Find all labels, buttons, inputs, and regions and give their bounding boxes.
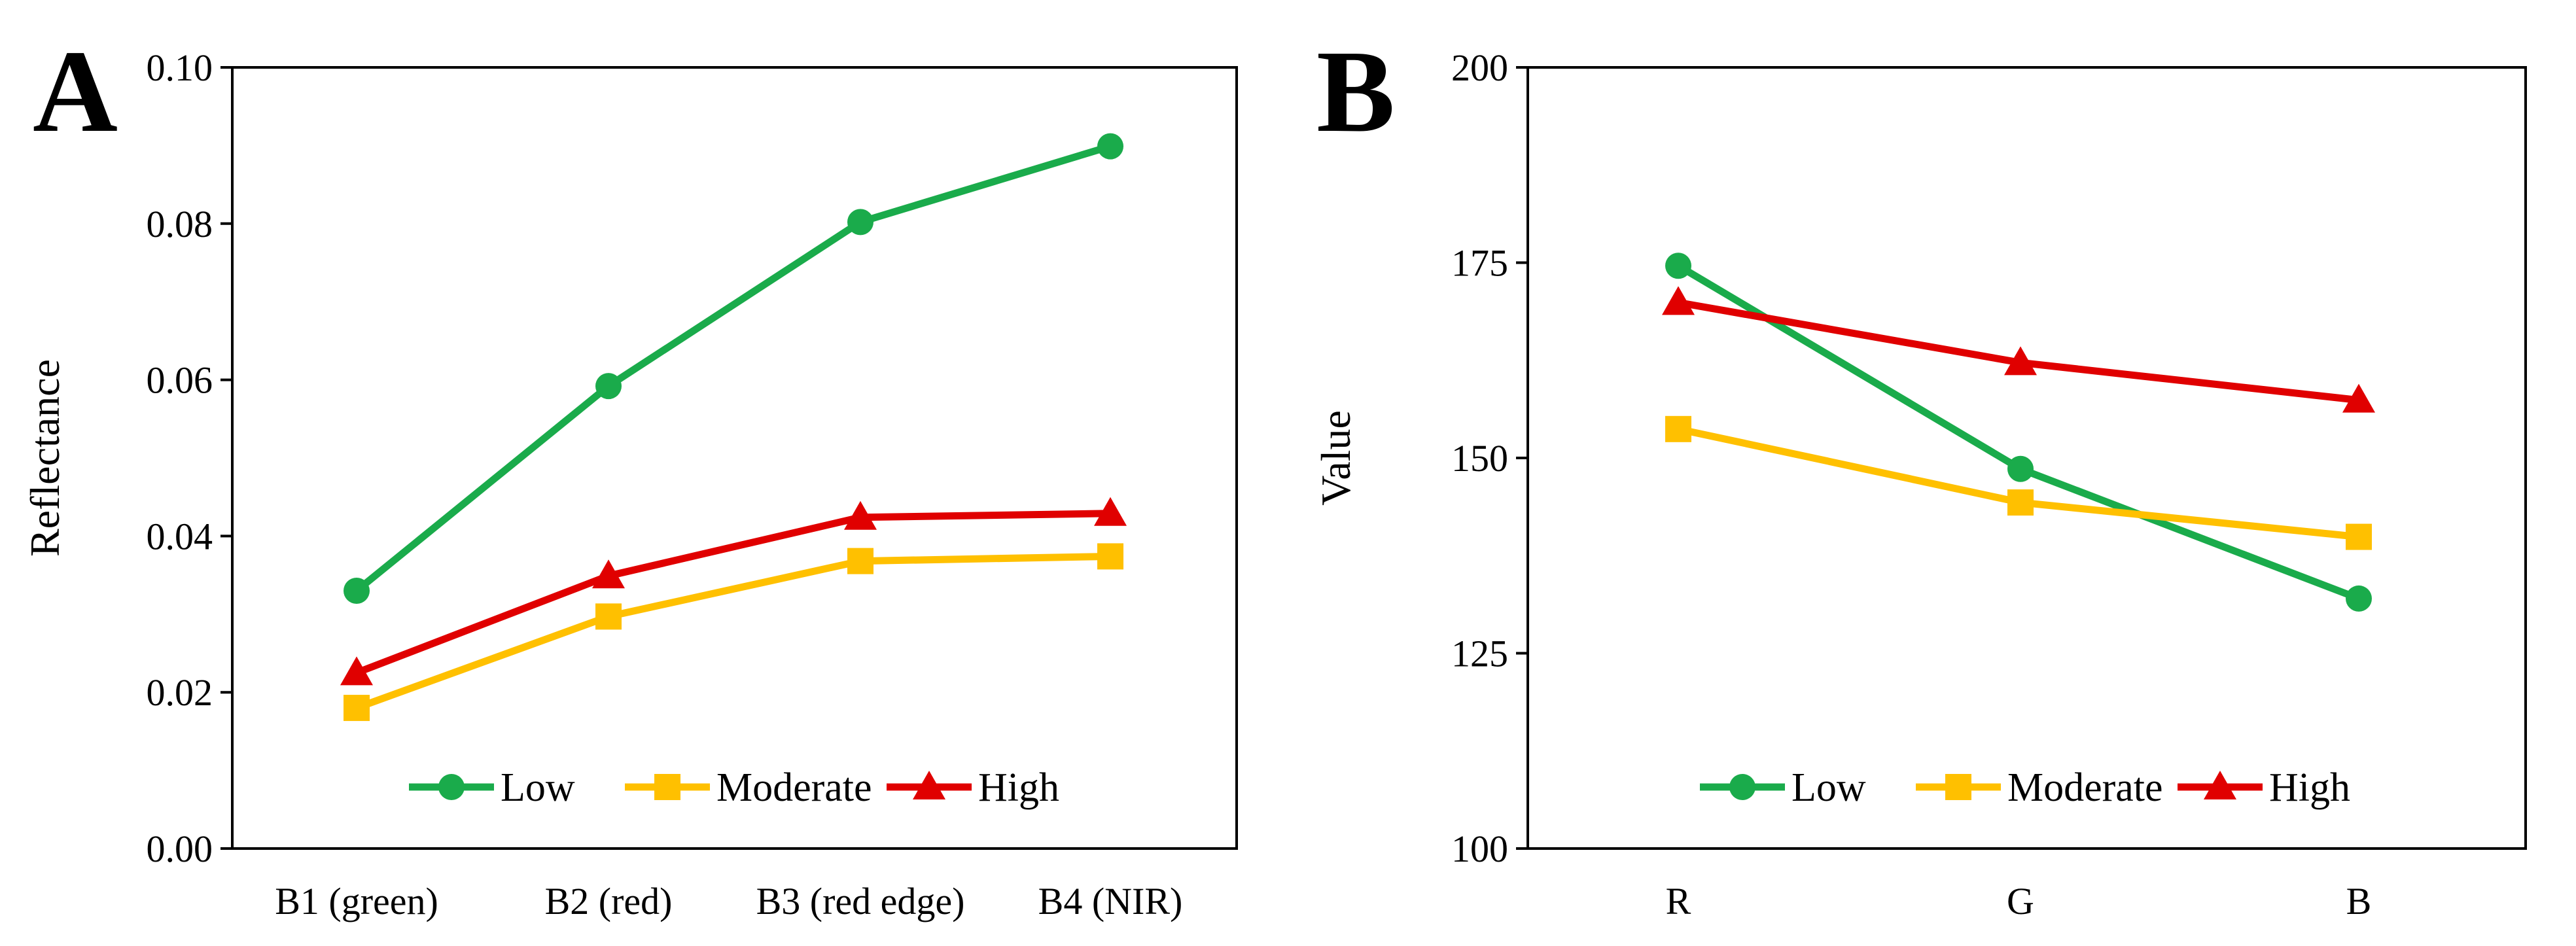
y-tick-label: 0.04 <box>147 515 213 557</box>
series-low <box>344 133 1123 604</box>
data-point-high <box>844 500 877 530</box>
series-line-high <box>353 510 1114 676</box>
x-tick-label: B1 (green) <box>275 880 438 922</box>
y-tick-label: 150 <box>1451 437 1508 480</box>
legend-swatch-marker <box>913 771 945 799</box>
x-tick-label: R <box>1666 880 1691 922</box>
y-tick-label: 200 <box>1451 46 1508 89</box>
data-point-low <box>2007 455 2034 482</box>
legend-label: Low <box>1791 765 1866 810</box>
data-point-moderate <box>595 603 622 630</box>
y-axis-label: Value <box>1313 410 1359 506</box>
data-point-low <box>595 373 622 400</box>
data-point-moderate <box>847 548 873 574</box>
data-point-low <box>344 577 370 604</box>
y-tick-label: 0.02 <box>147 671 213 714</box>
legend-label: Moderate <box>716 765 872 810</box>
data-point-high <box>340 656 373 686</box>
data-point-high <box>1662 286 1695 315</box>
series-line-moderate <box>1674 425 2363 541</box>
x-tick-label: B4 (NIR) <box>1038 880 1183 922</box>
x-tick-label: B3 (red edge) <box>756 880 965 922</box>
series-high <box>1662 286 2375 413</box>
data-point-low <box>2346 585 2372 612</box>
data-point-high <box>592 559 625 589</box>
data-point-moderate <box>2007 489 2034 516</box>
y-tick-label: 100 <box>1451 828 1508 870</box>
data-point-moderate <box>1097 543 1123 570</box>
y-tick-label: 175 <box>1451 242 1508 285</box>
data-point-high <box>2004 346 2037 376</box>
y-axis-label: Reflectance <box>22 359 68 557</box>
panel-letter: B <box>1316 26 1395 156</box>
data-point-moderate <box>2346 523 2372 550</box>
legend-label: Low <box>501 765 575 810</box>
legend-label: High <box>978 765 1059 810</box>
legend-swatch-marker <box>654 774 680 800</box>
legend-label: Moderate <box>2007 765 2163 810</box>
data-point-moderate <box>344 695 370 722</box>
series-high <box>340 497 1127 686</box>
x-tick-label: B <box>2346 880 2372 922</box>
data-point-high <box>2342 383 2375 413</box>
legend-swatch-marker <box>1729 774 1756 800</box>
series-moderate <box>344 543 1123 722</box>
y-tick-label: 0.00 <box>147 828 213 870</box>
chart-panel-a: A 0.00 0.02 0.04 0.06 0.08 0.10 B1 (green) B2 (r… <box>22 26 1238 922</box>
data-point-low <box>847 209 873 236</box>
panel-letter: A <box>33 26 118 156</box>
y-tick-label: 0.10 <box>147 46 213 89</box>
legend-swatch-marker <box>1945 774 1971 800</box>
series-line-moderate <box>353 552 1114 712</box>
legend: Low Moderate High <box>409 765 1059 810</box>
plot-frame <box>231 66 1238 850</box>
chart-panel-b: B 100 125 150 175 200 R G B Value Low Moderate High <box>1313 26 2527 922</box>
legend: Low Moderate High <box>1700 765 2350 810</box>
data-point-moderate <box>1665 415 1691 442</box>
series-line-low <box>1674 262 2363 603</box>
x-tick-label: B2 (red) <box>545 880 673 922</box>
data-point-high <box>1094 497 1127 526</box>
series-low <box>1665 253 2372 612</box>
y-tick-label: 0.06 <box>147 359 213 402</box>
data-point-low <box>1097 133 1123 160</box>
legend-swatch-marker <box>2204 771 2236 799</box>
x-tick-label: G <box>2007 880 2034 922</box>
legend-swatch-marker <box>438 774 465 800</box>
data-point-low <box>1665 253 1691 279</box>
y-tick-label: 0.08 <box>147 203 213 245</box>
legend-label: High <box>2269 765 2350 810</box>
series-moderate <box>1665 415 2372 550</box>
y-tick-label: 125 <box>1451 633 1508 675</box>
series-line-low <box>353 143 1114 595</box>
